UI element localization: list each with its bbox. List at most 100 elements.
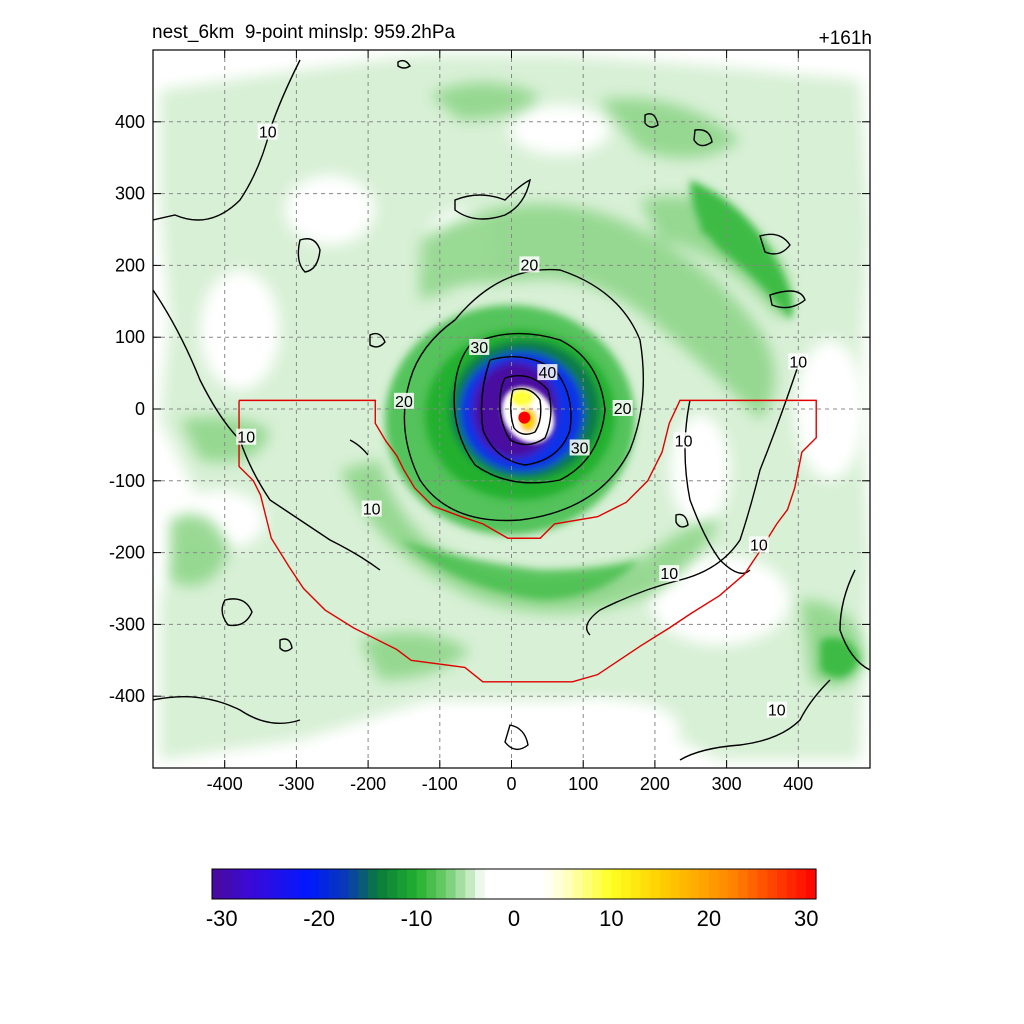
contour-blob-3 (759, 233, 791, 255)
colorbar-tick-label: -30 (206, 906, 238, 931)
colorbar-cell (231, 869, 242, 899)
x-tick-label: 100 (568, 774, 598, 794)
colorbar-cell (484, 869, 496, 899)
colorbar-cell (436, 869, 447, 899)
colorbar-cell (319, 869, 330, 899)
contour-label-bg (673, 432, 694, 449)
contour-label-bg (788, 353, 809, 370)
contour-label: 10 (675, 433, 693, 450)
contour-label: 10 (768, 703, 786, 720)
colorbar-cell (572, 869, 583, 899)
analysis-region-outline (238, 399, 817, 683)
contour-blob-10 (397, 59, 411, 69)
colorbar-cell (796, 869, 807, 899)
colorbar-cell (221, 869, 233, 899)
colorbar-cell (309, 869, 320, 899)
colorbar-frame (211, 868, 817, 900)
colorbar-cell (377, 869, 388, 899)
contour-label-bg (393, 392, 414, 409)
contour-lines (153, 59, 870, 761)
colorbar-cell (270, 869, 281, 899)
contour-label-bg (236, 428, 257, 445)
contour-label-bg (766, 701, 787, 718)
colorbar-cell (777, 869, 788, 899)
contour-10-outer (153, 289, 381, 571)
x-axis: -400 -300 -200 -100 0 100 200 300 400 (207, 50, 813, 794)
colorbar-cell (689, 869, 700, 899)
contour-10-far-right (839, 569, 870, 671)
x-tick-label: 400 (783, 774, 813, 794)
colorbar-cell (299, 869, 311, 899)
contour-blob-7 (504, 724, 529, 750)
colorbar-cell (728, 869, 739, 899)
contour-labels: 10 20 30 40 20 20 10 10 30 10 10 10 10 10 (236, 123, 809, 720)
contour-inner-1 (499, 375, 552, 446)
colorbar-cell (708, 869, 720, 899)
colorbar-cell (367, 869, 379, 899)
y-axis: 400 300 200 100 0 -100 -200 -300 -400 (109, 112, 870, 706)
y-tick-label: 400 (115, 112, 145, 132)
colorbar-tick-label: 30 (794, 906, 818, 931)
y-tick-label: 100 (115, 327, 145, 347)
colorbar-cell (348, 869, 359, 899)
colorbar-cell (260, 869, 272, 899)
contour-label: 30 (571, 440, 589, 457)
colorbar-cell (494, 869, 505, 899)
colorbar-cell (699, 869, 710, 899)
colorbar-cell (358, 869, 369, 899)
colorbar-cell (338, 869, 349, 899)
x-tick-label: 300 (712, 774, 742, 794)
colorbar-cell (591, 869, 603, 899)
y-tick-label: 0 (135, 399, 145, 419)
contour-label: 10 (750, 537, 768, 554)
colorbar-cells (212, 869, 817, 899)
x-tick-label: -400 (207, 774, 243, 794)
contour-label-bg (659, 565, 680, 582)
colorbar-cell (601, 869, 613, 899)
forecast-hour-label: +161h (818, 28, 872, 49)
colorbar-cell (738, 869, 749, 899)
colorbar-cell (582, 869, 593, 899)
contour-10-se (679, 679, 831, 761)
figure-title-left: nest_6km 9-point minslp: 959.2hPa (152, 22, 456, 43)
colorbar-cell (621, 869, 632, 899)
colorbar-cell (514, 869, 525, 899)
colorbar-cell (280, 869, 291, 899)
colorbar-tick-label: 20 (697, 906, 721, 931)
contour-label-bg (519, 256, 540, 273)
contour-label: 10 (363, 502, 381, 519)
contour-10-sw (153, 696, 301, 725)
contour-blob-4 (769, 290, 806, 309)
contour-blob-9 (349, 439, 369, 456)
x-tick-label: -300 (278, 774, 314, 794)
contour-label-bg (257, 123, 278, 140)
contour-10-left (153, 59, 301, 221)
colorbar-cell (397, 869, 408, 899)
colorbar-cell (416, 869, 427, 899)
colorbar-cell (718, 869, 729, 899)
colorbar-cell (660, 869, 671, 899)
contour-label: 40 (538, 365, 556, 382)
y-tick-label: 300 (115, 184, 145, 204)
colorbar-cell (475, 869, 486, 899)
contour-label-bg (569, 439, 590, 456)
contour-label: 10 (660, 566, 678, 583)
colorbar-cell (552, 869, 564, 899)
contour-blob-11 (693, 129, 713, 147)
contour-label: 20 (521, 257, 539, 274)
colorbar-cell (250, 869, 262, 899)
field-mid-green (170, 82, 865, 687)
colorbar-cell (650, 869, 661, 899)
contour-blob-1 (297, 238, 321, 273)
contour-label-bg (361, 500, 382, 517)
contour-10-eastband (586, 359, 801, 636)
colorbar-cell (543, 869, 554, 899)
colorbar-cell (630, 869, 642, 899)
contour-label: 10 (237, 430, 255, 447)
colorbar-cell (445, 869, 457, 899)
x-tick-label: 0 (506, 774, 516, 794)
colorbar-cell (679, 869, 690, 899)
contour-label: 30 (470, 340, 488, 357)
x-tick-label: 200 (640, 774, 670, 794)
